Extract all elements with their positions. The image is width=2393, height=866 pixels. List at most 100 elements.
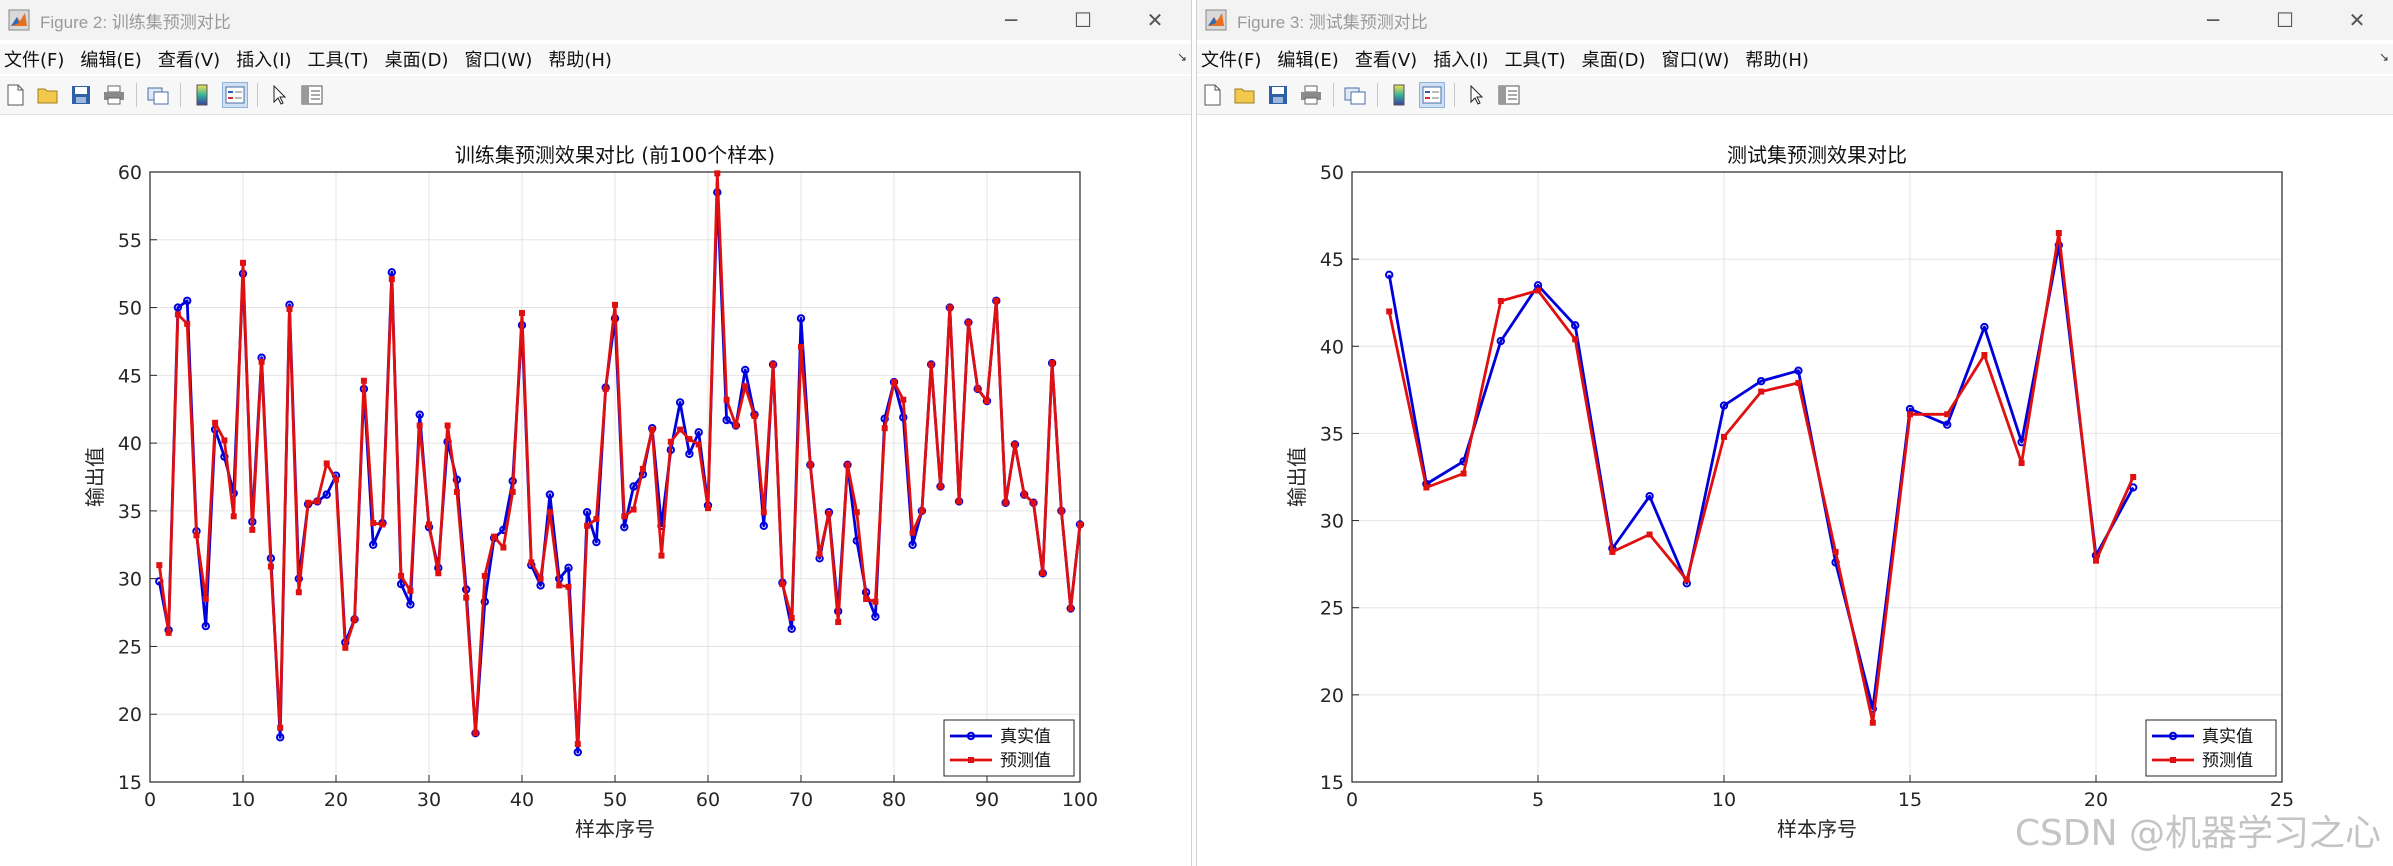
figure-window-train: Figure 2: 训练集预测对比 ─ ☐ ✕ 文件(F) 编辑(E) 查看(V…	[0, 0, 1192, 866]
data-point-pred	[649, 426, 656, 433]
dock-arrow-icon[interactable]: ↘	[2378, 50, 2389, 64]
new-file-icon[interactable]	[1199, 82, 1225, 108]
data-point-true	[629, 482, 638, 491]
data-point-pred	[1067, 605, 1074, 612]
y-tick-label: 55	[118, 230, 142, 252]
data-point-pred	[388, 276, 395, 283]
data-point-pred	[1907, 411, 1913, 418]
dock-arrow-icon[interactable]: ↘	[1176, 50, 1187, 64]
data-point-pred	[974, 385, 981, 392]
window-title: Figure 3: 测试集预测对比	[1237, 12, 1428, 32]
data-point-true	[582, 508, 592, 517]
property-inspector-icon[interactable]	[299, 82, 325, 108]
x-tick-label: 0	[1346, 789, 1358, 811]
pointer-icon[interactable]	[266, 82, 292, 108]
close-button[interactable]: ✕	[2348, 8, 2366, 32]
title-bar[interactable]: Figure 3: 测试集预测对比 ─ ☐ ✕	[1197, 0, 2393, 40]
data-point-pred	[621, 513, 628, 520]
y-tick-label: 15	[1320, 772, 1344, 794]
open-folder-icon[interactable]	[1232, 82, 1258, 108]
x-tick-label: 20	[324, 789, 348, 811]
data-point-pred	[1058, 507, 1065, 514]
maximize-button[interactable]: ☐	[2276, 8, 2294, 32]
data-point-true	[387, 268, 396, 277]
data-point-true	[1385, 270, 1394, 280]
data-point-true	[722, 415, 731, 425]
menu-edit[interactable]: 编辑(E)	[1277, 50, 1339, 71]
data-point-pred	[770, 361, 777, 368]
data-point-true	[183, 296, 192, 305]
menu-insert[interactable]: 插入(I)	[236, 50, 292, 71]
maximize-button[interactable]: ☐	[1074, 8, 1092, 32]
data-point-pred	[286, 305, 293, 312]
link-plot-icon[interactable]	[1342, 82, 1368, 108]
data-point-pred	[714, 170, 721, 177]
data-point-pred	[816, 551, 823, 558]
colorbar-icon[interactable]	[1386, 82, 1412, 108]
x-tick-label: 0	[144, 789, 156, 811]
data-point-pred	[686, 436, 693, 443]
data-point-true	[573, 747, 582, 757]
legend-box	[2145, 719, 2277, 777]
x-tick-label: 5	[1532, 789, 1544, 811]
colorbar-icon[interactable]	[189, 82, 215, 108]
legend-icon[interactable]	[1419, 82, 1445, 108]
menu-tools[interactable]: 工具(T)	[1504, 50, 1566, 71]
figure-canvas[interactable]: 0 10 20 30 40 50 60 70 80 90 100 15 20 25 30 35 40 45 50 55…	[0, 116, 1191, 866]
menu-view[interactable]: 查看(V)	[157, 50, 221, 71]
save-icon[interactable]	[68, 82, 94, 108]
open-folder-icon[interactable]	[35, 82, 61, 108]
series-line-pred	[157, 172, 1082, 746]
x-tick-label: 90	[975, 789, 999, 811]
close-button[interactable]: ✕	[1146, 8, 1164, 32]
menu-help[interactable]: 帮助(H)	[1745, 50, 1809, 71]
data-point-pred	[528, 559, 535, 566]
menu-help[interactable]: 帮助(H)	[548, 50, 612, 71]
new-file-icon[interactable]	[2, 82, 28, 108]
axes-box	[149, 171, 1081, 783]
menu-window[interactable]: 窗口(W)	[464, 50, 533, 71]
menu-file[interactable]: 文件(F)	[4, 50, 65, 71]
toolbar	[1197, 76, 2393, 115]
pointer-icon[interactable]	[1463, 82, 1489, 108]
data-point-pred	[1021, 491, 1028, 498]
print-icon[interactable]	[101, 82, 127, 108]
toolbar-separator	[257, 83, 258, 107]
menu-edit[interactable]: 编辑(E)	[80, 50, 142, 71]
data-point-pred	[798, 343, 804, 350]
data-point-pred	[825, 510, 832, 517]
data-point-pred	[221, 437, 228, 444]
link-plot-icon[interactable]	[145, 82, 171, 108]
property-inspector-icon[interactable]	[1496, 82, 1522, 108]
legend-swatch-marker	[2168, 731, 2178, 741]
menu-desktop[interactable]: 桌面(D)	[384, 50, 449, 71]
x-axis-label: 样本序号	[1777, 817, 1857, 841]
data-point-true	[369, 540, 378, 549]
menu-tools[interactable]: 工具(T)	[307, 50, 369, 71]
data-point-pred	[1572, 336, 1579, 343]
minimize-button[interactable]: ─	[1004, 8, 1018, 32]
data-point-pred	[258, 358, 265, 365]
data-point-pred	[565, 583, 572, 590]
menu-desktop[interactable]: 桌面(D)	[1581, 50, 1646, 71]
x-tick-label: 10	[231, 789, 255, 811]
minimize-button[interactable]: ─	[2206, 8, 2220, 32]
legend-icon[interactable]	[222, 82, 248, 108]
data-point-pred	[788, 614, 795, 621]
menu-insert[interactable]: 插入(I)	[1433, 50, 1489, 71]
data-point-true	[685, 449, 694, 459]
axes-box	[1351, 171, 2283, 783]
print-icon[interactable]	[1298, 82, 1324, 108]
menu-window[interactable]: 窗口(W)	[1661, 50, 1730, 71]
save-icon[interactable]	[1265, 82, 1291, 108]
figure-canvas[interactable]: 0 5 10 15 20 25 15 20 25 30 35 40 45 50 测试集预测效果对比 样本序号 输…	[1197, 116, 2393, 866]
menu-view[interactable]: 查看(V)	[1354, 50, 1418, 71]
data-point-pred	[1460, 470, 1467, 477]
data-point-pred	[2093, 557, 2099, 564]
data-point-pred	[2055, 230, 2062, 236]
menu-file[interactable]: 文件(F)	[1201, 50, 1262, 71]
data-point-true	[787, 624, 796, 634]
title-bar[interactable]: Figure 2: 训练集预测对比 ─ ☐ ✕	[0, 0, 1191, 40]
train-chart[interactable]: 0 10 20 30 40 50 60 70 80 90 100 15 20 25 30 35 40 45 50 55…	[0, 116, 1192, 866]
